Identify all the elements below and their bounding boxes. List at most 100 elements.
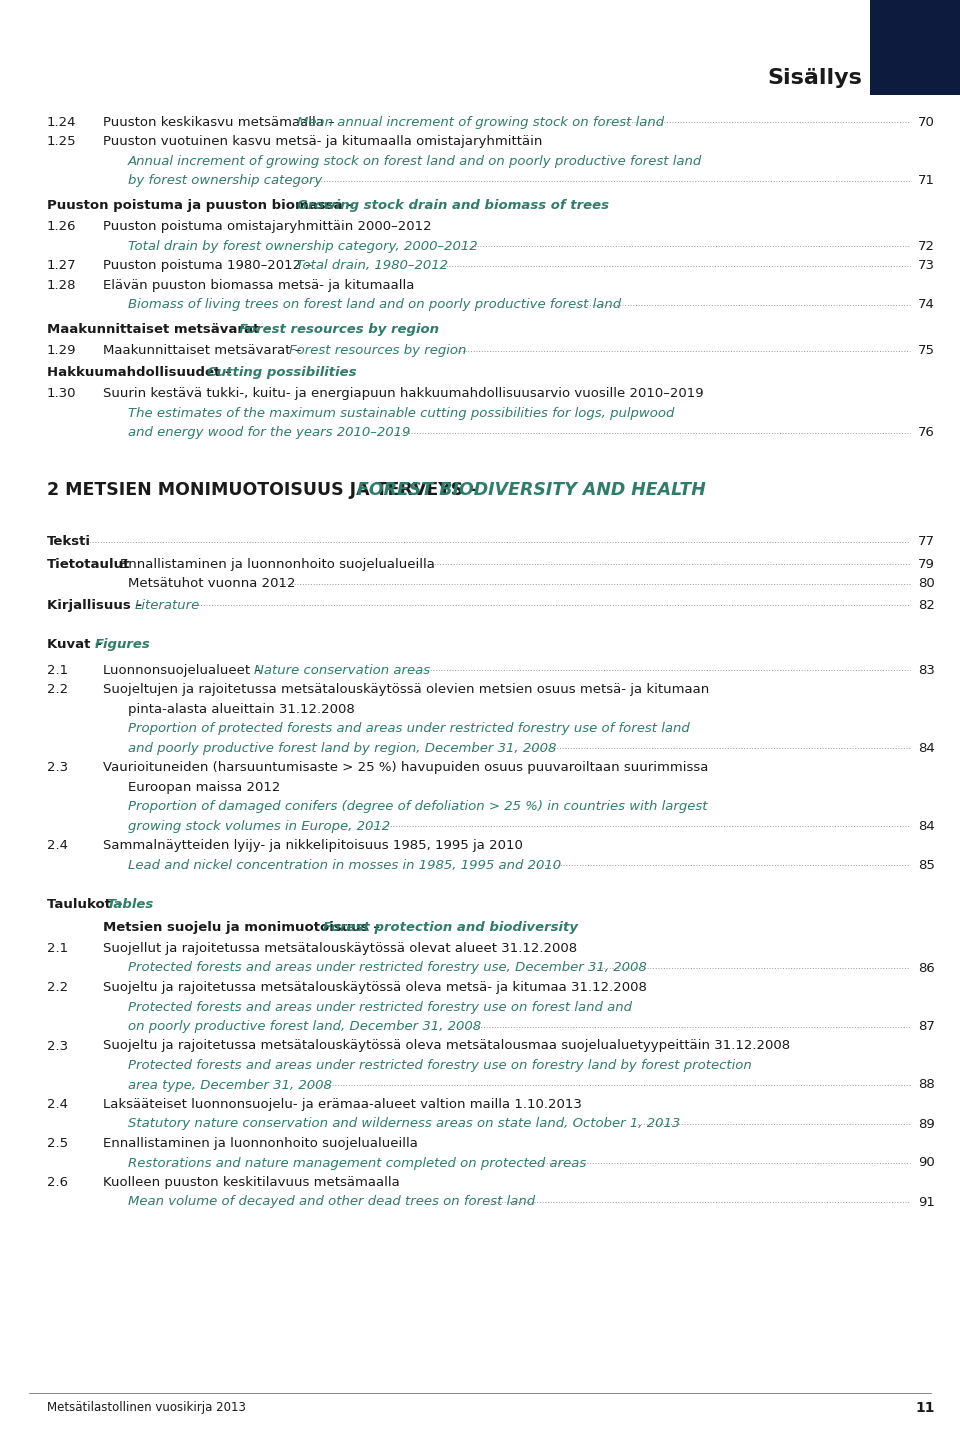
- Text: 72: 72: [918, 239, 935, 252]
- Text: 70: 70: [918, 116, 935, 129]
- Text: 2.4: 2.4: [47, 838, 68, 853]
- Text: 84: 84: [919, 820, 935, 833]
- Text: 87: 87: [918, 1020, 935, 1033]
- Text: 2.6: 2.6: [47, 1176, 68, 1189]
- Text: Puuston keskikasvu metsämaalla –: Puuston keskikasvu metsämaalla –: [103, 116, 339, 129]
- Text: Protected forests and areas under restricted forestry use, December 31, 2008: Protected forests and areas under restri…: [128, 962, 647, 974]
- Text: Tietotaulut: Tietotaulut: [47, 557, 131, 570]
- Text: growing stock volumes in Europe, 2012: growing stock volumes in Europe, 2012: [128, 820, 390, 833]
- Text: Biomass of living trees on forest land and on poorly productive forest land: Biomass of living trees on forest land a…: [128, 298, 621, 311]
- Text: Cutting possibilities: Cutting possibilities: [207, 365, 356, 378]
- Text: 73: 73: [918, 259, 935, 272]
- Text: 71: 71: [918, 173, 935, 186]
- Text: Suojeltu ja rajoitetussa metsätalouskäytössä oleva metsä- ja kitumaa 31.12.2008: Suojeltu ja rajoitetussa metsätalouskäyt…: [103, 982, 647, 995]
- Text: Kuvat –: Kuvat –: [47, 638, 107, 651]
- Text: Metsätilastollinen vuosikirja 2013: Metsätilastollinen vuosikirja 2013: [47, 1401, 246, 1414]
- Text: Forest resources by region: Forest resources by region: [239, 322, 439, 335]
- Text: 2.2: 2.2: [47, 684, 68, 696]
- Text: 11: 11: [916, 1401, 935, 1414]
- Bar: [870, 0, 960, 95]
- Text: Luonnonsuojelualueet –: Luonnonsuojelualueet –: [103, 663, 265, 676]
- Text: Restorations and nature management completed on protected areas: Restorations and nature management compl…: [128, 1156, 587, 1169]
- Text: Vaurioituneiden (harsuuntumisaste > 25 %) havupuiden osuus puuvaroiltaan suurimm: Vaurioituneiden (harsuuntumisaste > 25 %…: [103, 761, 708, 774]
- Text: The estimates of the maximum sustainable cutting possibilities for logs, pulpwoo: The estimates of the maximum sustainable…: [128, 407, 674, 420]
- Text: Literature: Literature: [135, 599, 201, 612]
- Text: FOREST BIODIVERSITY AND HEALTH: FOREST BIODIVERSITY AND HEALTH: [357, 481, 706, 499]
- Text: Growing stock drain and biomass of trees: Growing stock drain and biomass of trees: [297, 199, 609, 212]
- Text: 85: 85: [918, 858, 935, 871]
- Text: Total drain by forest ownership category, 2000–2012: Total drain by forest ownership category…: [128, 239, 478, 252]
- Text: Protected forests and areas under restricted forestry use on forest land and: Protected forests and areas under restri…: [128, 1000, 632, 1013]
- Text: 1.24: 1.24: [47, 116, 77, 129]
- Text: Proportion of protected forests and areas under restricted forestry use of fores: Proportion of protected forests and area…: [128, 722, 689, 735]
- Text: 1.27: 1.27: [47, 259, 77, 272]
- Text: Annual increment of growing stock on forest land and on poorly productive forest: Annual increment of growing stock on for…: [128, 155, 703, 168]
- Text: Maakunnittaiset metsävarat –: Maakunnittaiset metsävarat –: [103, 344, 305, 357]
- Text: and poorly productive forest land by region, December 31, 2008: and poorly productive forest land by reg…: [128, 741, 557, 755]
- Text: 79: 79: [918, 557, 935, 570]
- Text: Statutory nature conservation and wilderness areas on state land, October 1, 201: Statutory nature conservation and wilder…: [128, 1118, 681, 1131]
- Text: Puuston poistuma 1980–2012 –: Puuston poistuma 1980–2012 –: [103, 259, 316, 272]
- Text: Lead and nickel concentration in mosses in 1985, 1995 and 2010: Lead and nickel concentration in mosses …: [128, 858, 562, 871]
- Text: 84: 84: [919, 741, 935, 755]
- Text: Suojellut ja rajoitetussa metsätalouskäytössä olevat alueet 31.12.2008: Suojellut ja rajoitetussa metsätalouskäy…: [103, 941, 577, 954]
- Text: Ennallistaminen ja luonnonhoito suojelualueilla: Ennallistaminen ja luonnonhoito suojelua…: [103, 1136, 418, 1151]
- Text: 2.4: 2.4: [47, 1098, 68, 1111]
- Text: 83: 83: [918, 663, 935, 676]
- Text: Suojeltu ja rajoitetussa metsätalouskäytössä oleva metsätalousmaa suojelualuetyy: Suojeltu ja rajoitetussa metsätalouskäyt…: [103, 1039, 790, 1052]
- Text: Tables: Tables: [106, 898, 154, 911]
- Text: 82: 82: [918, 599, 935, 612]
- Text: Hakkuumahdollisuudet –: Hakkuumahdollisuudet –: [47, 365, 236, 378]
- Text: 90: 90: [919, 1156, 935, 1169]
- Text: Euroopan maissa 2012: Euroopan maissa 2012: [128, 781, 280, 794]
- Text: Protected forests and areas under restricted forestry use on forestry land by fo: Protected forests and areas under restri…: [128, 1059, 752, 1072]
- Text: Metsien suojelu ja monimuotoisuus –: Metsien suojelu ja monimuotoisuus –: [103, 920, 385, 933]
- Text: Forest resources by region: Forest resources by region: [289, 344, 467, 357]
- Text: Taulukot –: Taulukot –: [47, 898, 127, 911]
- Text: 2 METSIEN MONIMUOTOISUUS JA TERVEYS –: 2 METSIEN MONIMUOTOISUUS JA TERVEYS –: [47, 481, 484, 499]
- Text: 76: 76: [918, 426, 935, 438]
- Text: Forest protection and biodiversity: Forest protection and biodiversity: [323, 920, 578, 933]
- Text: Figures: Figures: [95, 638, 151, 651]
- Text: Maakunnittaiset metsävarat –: Maakunnittaiset metsävarat –: [47, 322, 276, 335]
- Text: pinta-alasta alueittain 31.12.2008: pinta-alasta alueittain 31.12.2008: [128, 702, 355, 715]
- Text: by forest ownership category: by forest ownership category: [128, 173, 323, 186]
- Text: 1.30: 1.30: [47, 387, 77, 400]
- Text: Total drain, 1980–2012: Total drain, 1980–2012: [296, 259, 448, 272]
- Text: 2.3: 2.3: [47, 761, 68, 774]
- Text: 2.1: 2.1: [47, 663, 68, 676]
- Text: Proportion of damaged conifers (degree of defoliation > 25 %) in countries with : Proportion of damaged conifers (degree o…: [128, 800, 708, 813]
- Text: 2.3: 2.3: [47, 1039, 68, 1052]
- Text: Kuolleen puuston keskitilavuus metsämaalla: Kuolleen puuston keskitilavuus metsämaal…: [103, 1176, 399, 1189]
- Text: and energy wood for the years 2010–2019: and energy wood for the years 2010–2019: [128, 426, 410, 438]
- Text: Sammalnäytteiden lyijy- ja nikkelipitoisuus 1985, 1995 ja 2010: Sammalnäytteiden lyijy- ja nikkelipitois…: [103, 838, 523, 853]
- Text: 1.29: 1.29: [47, 344, 77, 357]
- Text: Elävän puuston biomassa metsä- ja kitumaalla: Elävän puuston biomassa metsä- ja kituma…: [103, 278, 415, 291]
- Text: Mean annual increment of growing stock on forest land: Mean annual increment of growing stock o…: [297, 116, 664, 129]
- Text: on poorly productive forest land, December 31, 2008: on poorly productive forest land, Decemb…: [128, 1020, 481, 1033]
- Text: 2.1: 2.1: [47, 941, 68, 954]
- Text: Puuston poistuma omistajaryhmittäin 2000–2012: Puuston poistuma omistajaryhmittäin 2000…: [103, 221, 432, 234]
- Text: Sisällys: Sisällys: [767, 67, 862, 87]
- Text: 86: 86: [919, 962, 935, 974]
- Text: 89: 89: [919, 1118, 935, 1131]
- Text: 77: 77: [918, 535, 935, 547]
- Text: 1.25: 1.25: [47, 135, 77, 148]
- Text: Kirjallisuus –: Kirjallisuus –: [47, 599, 147, 612]
- Text: 1.28: 1.28: [47, 278, 77, 291]
- Text: Puuston vuotuinen kasvu metsä- ja kitumaalla omistajaryhmittäin: Puuston vuotuinen kasvu metsä- ja kituma…: [103, 135, 542, 148]
- Text: Laksääteiset luonnonsuojelu- ja erämaa-alueet valtion mailla 1.10.2013: Laksääteiset luonnonsuojelu- ja erämaa-a…: [103, 1098, 582, 1111]
- Text: Suurin kestävä tukki-, kuitu- ja energiapuun hakkuumahdollisuusarvio vuosille 20: Suurin kestävä tukki-, kuitu- ja energia…: [103, 387, 704, 400]
- Text: 1.26: 1.26: [47, 221, 77, 234]
- Text: Metsätuhot vuonna 2012: Metsätuhot vuonna 2012: [128, 577, 296, 590]
- Text: 2.2: 2.2: [47, 982, 68, 995]
- Text: 74: 74: [918, 298, 935, 311]
- Text: 91: 91: [918, 1195, 935, 1208]
- Text: 2.5: 2.5: [47, 1136, 68, 1151]
- Text: 75: 75: [918, 344, 935, 357]
- Text: 88: 88: [919, 1079, 935, 1092]
- Text: area type, December 31, 2008: area type, December 31, 2008: [128, 1079, 332, 1092]
- Text: 80: 80: [919, 577, 935, 590]
- Text: Mean volume of decayed and other dead trees on forest land: Mean volume of decayed and other dead tr…: [128, 1195, 535, 1208]
- Text: Suojeltujen ja rajoitetussa metsätalouskäytössä olevien metsien osuus metsä- ja : Suojeltujen ja rajoitetussa metsätalousk…: [103, 684, 709, 696]
